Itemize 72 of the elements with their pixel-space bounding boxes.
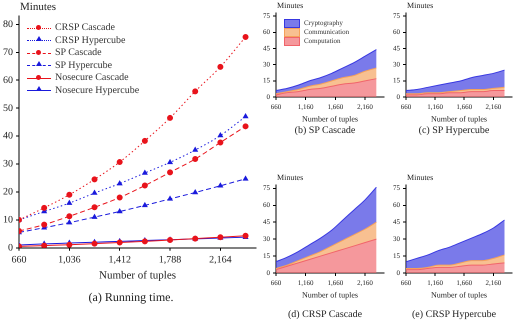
point bbox=[242, 34, 249, 40]
point bbox=[192, 156, 198, 162]
point bbox=[66, 242, 72, 248]
y-tick-label: 80 bbox=[3, 19, 13, 30]
x-axis-title: Number of tuples bbox=[431, 114, 487, 124]
point bbox=[66, 220, 72, 224]
x-tick-label: 1,036 bbox=[58, 254, 81, 266]
point bbox=[41, 242, 48, 248]
legend-label: CRSP Hypercube bbox=[55, 34, 126, 47]
point bbox=[192, 147, 198, 152]
point bbox=[116, 194, 123, 201]
y-axis-title: Minutes bbox=[277, 173, 304, 182]
y-tick-label: 50 bbox=[3, 102, 13, 114]
point bbox=[142, 138, 148, 144]
point bbox=[92, 240, 98, 247]
point bbox=[92, 214, 98, 219]
point bbox=[167, 159, 173, 164]
point bbox=[142, 182, 148, 189]
x-tick-label: 660 bbox=[12, 254, 26, 266]
x-axis-title: Number of tuples bbox=[99, 269, 176, 282]
point bbox=[167, 114, 174, 121]
x-axis-title: Number of tuples bbox=[302, 114, 358, 124]
point bbox=[142, 202, 148, 208]
point bbox=[218, 182, 224, 188]
point bbox=[217, 64, 224, 70]
y-tick-label: 20 bbox=[3, 186, 13, 198]
text: (c) SP Hypercube bbox=[418, 125, 490, 136]
legend-label: Nosecure Cascade bbox=[55, 72, 129, 84]
point bbox=[66, 200, 72, 205]
point bbox=[117, 180, 122, 186]
point bbox=[142, 170, 148, 175]
legend-label: SP Hypercube bbox=[55, 60, 112, 72]
y-tick-label: 60 bbox=[3, 74, 13, 86]
point bbox=[66, 192, 72, 198]
text: (e) CRSP Hypercube bbox=[410, 309, 498, 320]
point bbox=[218, 132, 224, 138]
x-tick-label: 2,164 bbox=[209, 254, 232, 266]
legend-label: Nosecure Hypercube bbox=[55, 84, 140, 97]
point bbox=[92, 190, 98, 195]
point bbox=[167, 196, 173, 201]
y-axis-title: Minutes bbox=[407, 1, 434, 10]
point bbox=[217, 140, 224, 146]
x-axis-title: Number of tuples bbox=[302, 290, 358, 300]
text: (b) SP Cascade bbox=[294, 125, 356, 136]
point bbox=[192, 190, 198, 194]
point bbox=[117, 208, 122, 214]
x-tick-label: 1,788 bbox=[158, 254, 182, 266]
point bbox=[92, 176, 98, 182]
x-axis-title: Number of tuples bbox=[431, 290, 487, 300]
point bbox=[41, 204, 48, 211]
y-axis-title: Minutes bbox=[277, 1, 304, 10]
text: (a) Running time. bbox=[88, 290, 174, 305]
point bbox=[242, 123, 249, 130]
point bbox=[167, 169, 174, 176]
y-tick-label: 70 bbox=[3, 46, 13, 58]
y-axis-title: Minutes bbox=[20, 1, 56, 13]
point bbox=[66, 213, 72, 220]
point bbox=[192, 88, 198, 94]
y-tick-label: 0 bbox=[8, 242, 13, 254]
point bbox=[41, 222, 48, 228]
y-tick-label: 10 bbox=[3, 214, 13, 226]
y-axis-title: Minutes bbox=[407, 173, 434, 182]
point bbox=[92, 204, 98, 210]
point bbox=[116, 159, 123, 166]
point bbox=[242, 114, 248, 118]
y-tick-label: 40 bbox=[3, 130, 13, 142]
x-tick-label: 1,412 bbox=[108, 254, 131, 266]
point bbox=[242, 176, 248, 181]
legend-label: SP Cascade bbox=[55, 47, 102, 60]
y-tick-label: 30 bbox=[3, 158, 13, 170]
legend-label: CRSP Cascade bbox=[55, 22, 115, 34]
text: (d) CRSP Cascade bbox=[286, 309, 364, 320]
